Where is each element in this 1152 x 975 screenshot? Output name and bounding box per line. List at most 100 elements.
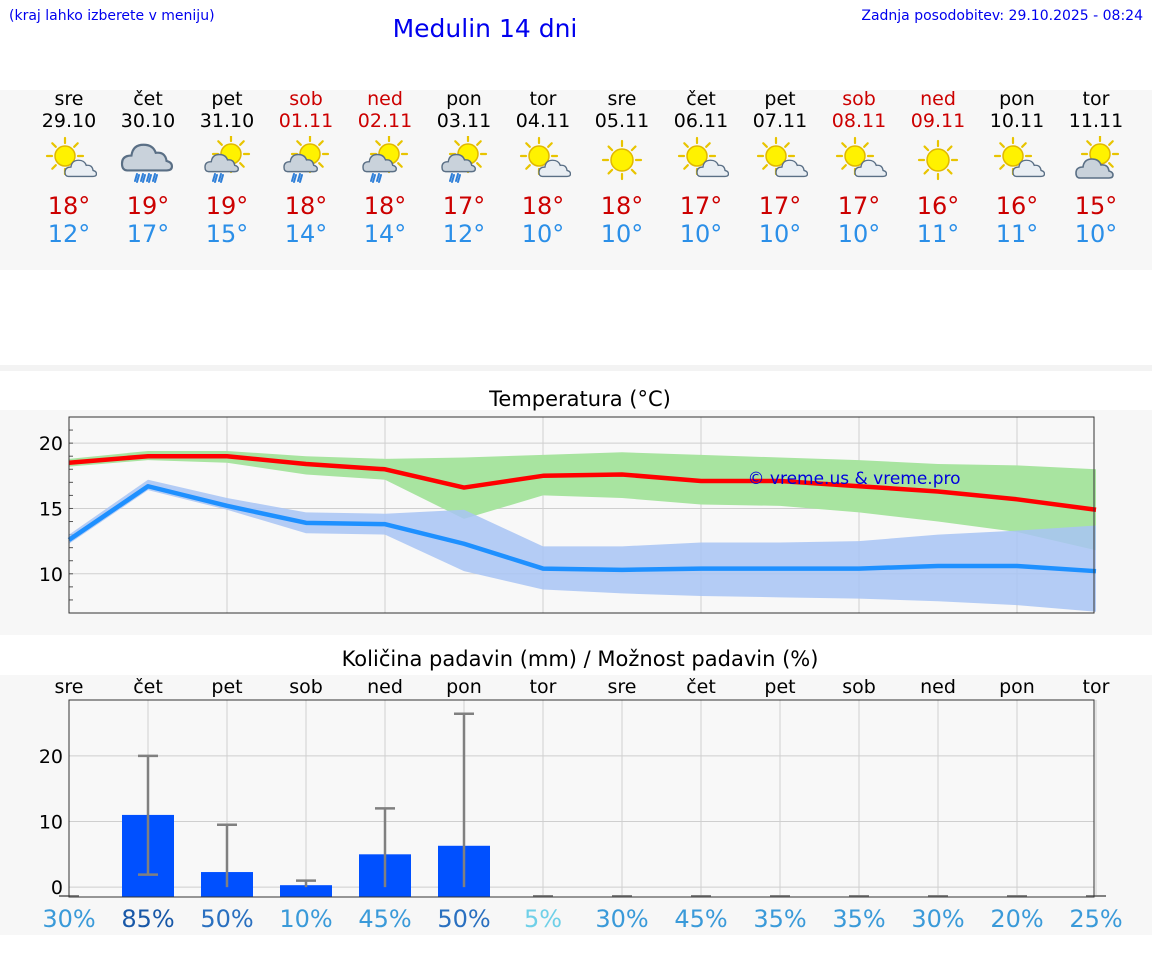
precipitation-probability: 5% <box>524 905 562 933</box>
day-column: sre 05.11 18° 10° <box>582 88 662 248</box>
max-temperature-line <box>68 453 1097 513</box>
divider <box>0 365 1152 371</box>
temperature-chart: 10 15 20 © vreme.us & vreme.pro <box>39 416 1097 614</box>
day-name: pet <box>764 88 796 110</box>
min-temperature: 10° <box>758 220 802 248</box>
day-column: sob 08.11 17° 10° <box>819 88 899 248</box>
x-category-label: pon <box>446 676 482 698</box>
day-date: 10.11 <box>989 110 1045 132</box>
day-date: 08.11 <box>831 110 887 132</box>
plot-area <box>69 700 1094 897</box>
x-category-label: tor <box>530 676 557 698</box>
day-date: 30.10 <box>120 110 176 132</box>
day-name: tor <box>529 88 557 110</box>
sun-rain-icon <box>441 136 488 183</box>
y-tick-label: 0 <box>51 877 63 899</box>
day-name: pon <box>446 88 482 110</box>
sun-rain-icon <box>204 136 251 183</box>
max-temperature: 16° <box>995 192 1039 220</box>
max-temperature: 17° <box>758 192 802 220</box>
day-date: 07.11 <box>752 110 808 132</box>
precipitation-probability: 30% <box>911 905 964 933</box>
max-temperature: 16° <box>916 192 960 220</box>
day-column: čet 30.10 19° 17° <box>108 88 188 248</box>
day-name: čet <box>133 88 163 110</box>
min-temperature: 17° <box>126 220 170 248</box>
y-tick-label: 20 <box>39 433 63 455</box>
sun-cloud-icon <box>519 136 571 178</box>
day-column: ned 09.11 16° 11° <box>898 88 978 248</box>
day-column: ned 02.11 18° 14° <box>345 88 425 248</box>
max-temperature: 18° <box>521 192 565 220</box>
min-temperature: 10° <box>837 220 881 248</box>
plot-frame <box>68 699 1095 898</box>
x-category-label: čet <box>133 676 163 698</box>
max-temperature: 17° <box>837 192 881 220</box>
x-category-label: pet <box>211 676 242 698</box>
day-date: 09.11 <box>910 110 966 132</box>
min-temperature: 11° <box>995 220 1039 248</box>
sun-icon <box>917 139 959 181</box>
day-date: 05.11 <box>594 110 650 132</box>
min-temperature: 12° <box>442 220 486 248</box>
max-temperature: 19° <box>205 192 249 220</box>
day-column: pet 31.10 19° 15° <box>187 88 267 248</box>
max-temperature: 17° <box>442 192 486 220</box>
min-temperature: 14° <box>284 220 328 248</box>
day-date: 01.11 <box>278 110 334 132</box>
x-category-label: tor <box>1083 676 1110 698</box>
day-date: 02.11 <box>357 110 413 132</box>
sun-icon <box>601 139 643 181</box>
precipitation-probability: 25% <box>1069 905 1122 933</box>
precipitation-probability: 35% <box>753 905 806 933</box>
day-column: pon 03.11 17° 12° <box>424 88 504 248</box>
day-column: sre 29.10 18° 12° <box>29 88 109 248</box>
precipitation-probability: 35% <box>832 905 885 933</box>
day-name: sob <box>289 88 323 110</box>
x-category-label: pet <box>764 676 795 698</box>
sun-cloud-icon <box>756 136 808 178</box>
precipitation-probability: 30% <box>595 905 648 933</box>
max-temperature: 18° <box>600 192 644 220</box>
y-tick-label: 15 <box>39 498 63 520</box>
day-column: pet 07.11 17° 10° <box>740 88 820 248</box>
day-date: 03.11 <box>436 110 492 132</box>
day-name: sre <box>607 88 637 110</box>
location-hint: (kraj lahko izberete v meniju) <box>9 8 215 24</box>
max-temperature: 15° <box>1074 192 1118 220</box>
min-temperature: 10° <box>600 220 644 248</box>
day-column: tor 04.11 18° 10° <box>503 88 583 248</box>
x-category-label: čet <box>686 676 716 698</box>
y-tick-label: 10 <box>39 564 63 586</box>
min-temperature: 15° <box>205 220 249 248</box>
max-temperature: 18° <box>284 192 328 220</box>
day-date: 06.11 <box>673 110 729 132</box>
precipitation-probability: 45% <box>674 905 727 933</box>
day-column: čet 06.11 17° 10° <box>661 88 741 248</box>
day-name: pet <box>211 88 243 110</box>
day-name: pon <box>999 88 1035 110</box>
min-temperature: 10° <box>1074 220 1118 248</box>
x-category-label: sob <box>842 676 876 698</box>
page-title: Medulin 14 dni <box>392 14 578 43</box>
x-category-label: sob <box>289 676 323 698</box>
plot-frame <box>68 416 1095 614</box>
day-date: 29.10 <box>41 110 97 132</box>
y-tick-label: 20 <box>39 746 63 768</box>
max-temperature: 19° <box>126 192 170 220</box>
sun-cloud-icon <box>835 136 887 178</box>
precipitation-bar <box>280 885 332 897</box>
day-date: 04.11 <box>515 110 571 132</box>
day-name: ned <box>367 88 403 110</box>
day-name: ned <box>920 88 956 110</box>
sun-cloud-icon <box>677 136 729 178</box>
day-column: sob 01.11 18° 14° <box>266 88 346 248</box>
min-temperature: 11° <box>916 220 960 248</box>
max-temperature: 18° <box>47 192 91 220</box>
precipitation-probability: 45% <box>358 905 411 933</box>
precipitation-chart: 0 10 20 sre čet pet sob ned pon tor sre čet pet sob ne… <box>39 676 1123 933</box>
x-category-label: sre <box>55 676 84 698</box>
precipitation-probability: 20% <box>990 905 1043 933</box>
rain-cloud-icon <box>120 143 174 183</box>
day-column: pon 10.11 16° 11° <box>977 88 1057 248</box>
